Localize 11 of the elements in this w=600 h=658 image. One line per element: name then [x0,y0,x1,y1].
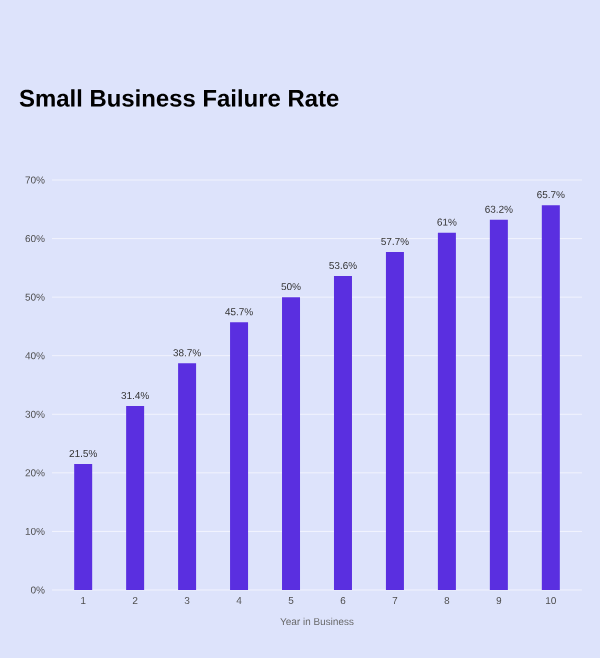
bar [385,252,404,590]
bar [333,276,352,590]
bar [126,406,145,590]
bar [489,219,508,590]
bar [541,205,560,590]
bar [178,363,197,590]
bar [437,232,456,590]
bar [282,297,301,590]
chart-title: Small Business Failure Rate [19,89,339,107]
bar [230,322,249,590]
bar [74,464,93,590]
